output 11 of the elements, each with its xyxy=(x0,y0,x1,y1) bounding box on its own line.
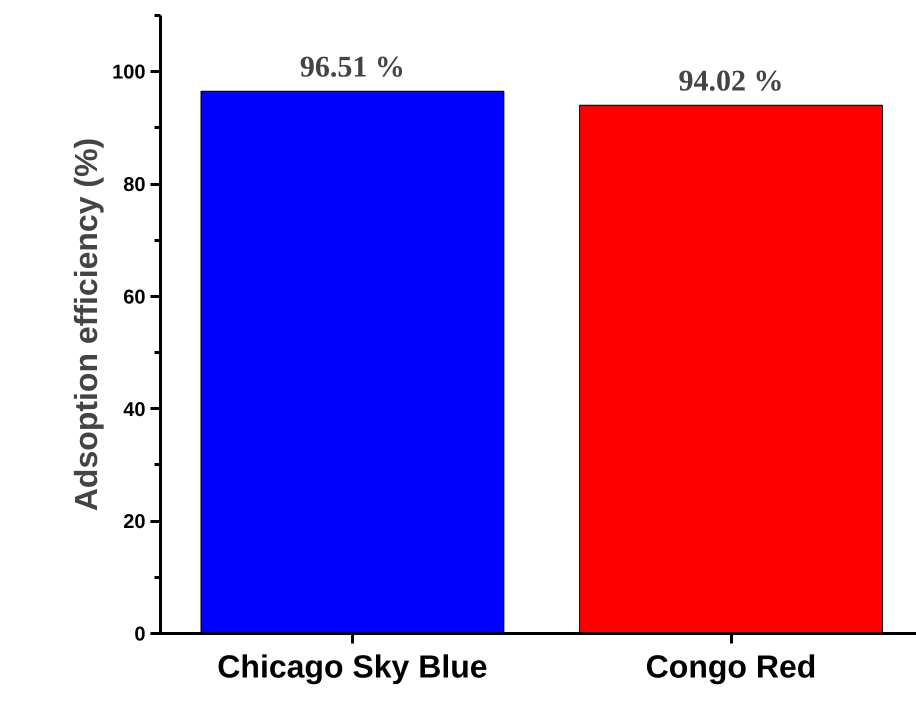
y-tick-label: 20 xyxy=(123,511,146,534)
y-tick-label: 40 xyxy=(123,398,146,421)
x-tick-label: Congo Red xyxy=(646,648,816,684)
y-tick-label: 60 xyxy=(123,286,146,308)
y-tick-label: 100 xyxy=(112,62,146,84)
data-label: 96.51 % xyxy=(300,50,405,84)
x-tick-label: Chicago Sky Blue xyxy=(217,648,488,684)
y-axis-title: Adsoption efficiency (%) xyxy=(68,138,104,512)
data-label: 94.02 % xyxy=(678,64,784,98)
y-tick-label: 0 xyxy=(134,624,146,646)
y-tick-label: 80 xyxy=(123,174,146,196)
